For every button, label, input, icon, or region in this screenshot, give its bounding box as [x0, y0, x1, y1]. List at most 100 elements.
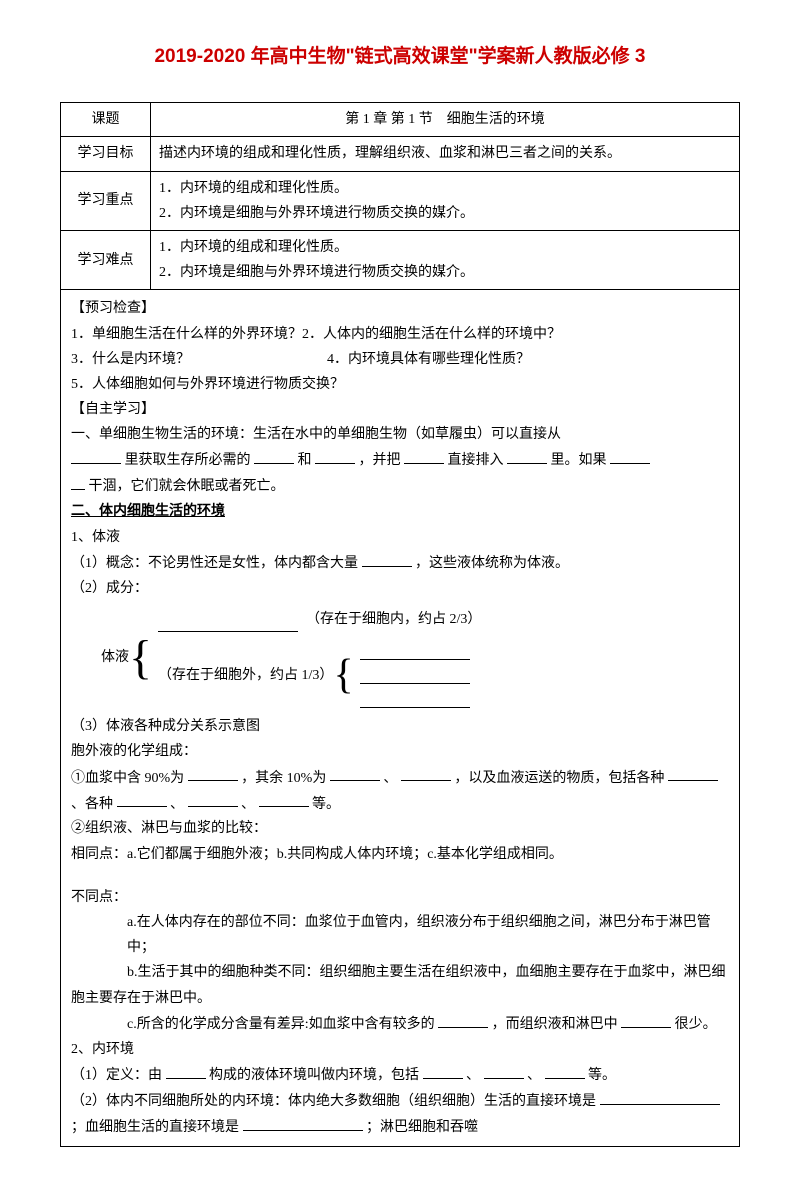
p1a: （1）概念：不论男性还是女性，体内都含大量 ，这些液体统称为体液。	[71, 550, 729, 576]
p1: 1、体液	[71, 525, 729, 550]
p2: 2、内环境	[71, 1037, 729, 1062]
preview-q3: 3．什么是内环境？	[71, 352, 190, 367]
c1-mid3: ，以及血液运送的物质，包括各种	[454, 770, 664, 785]
s1-mid3: ，并把	[359, 453, 401, 468]
s1-mid5: 里。如果	[551, 453, 607, 468]
p1b: （2）成分：	[71, 576, 729, 601]
preview-q5: 5．人体细胞如何与外界环境进行物质交换？	[71, 372, 729, 397]
blank	[166, 1062, 206, 1079]
dc-pre: c.所含的化学成分含量有差异:如血浆中含有较多的	[127, 1017, 435, 1032]
blank	[610, 447, 650, 464]
diff-label: 学习难点	[61, 230, 151, 289]
p1a-post: ，这些液体统称为体液。	[415, 556, 569, 571]
p2a-mid2: 、	[466, 1068, 480, 1083]
blank	[117, 791, 167, 808]
topic-value: 第 1 章 第 1 节 细胞生活的环境	[151, 103, 740, 137]
diff-c: c.所含的化学成分含量有差异:如血浆中含有较多的 ，而组织液和淋巴中 很少。	[71, 1011, 729, 1037]
blank	[423, 1062, 463, 1079]
s1-mid2: 和	[298, 453, 312, 468]
blank-line	[158, 614, 298, 632]
p2a: （1）定义：由 构成的液体环境叫做内环境，包括 、 、 等。	[71, 1062, 729, 1088]
s1-pre: 一、单细胞生物生活的环境：生活在水中的单细胞生物（如草履虫）可以直接从	[71, 427, 561, 442]
lesson-table: 课题 第 1 章 第 1 节 细胞生活的环境 学习目标 描述内环境的组成和理化性…	[60, 102, 740, 1147]
blank	[71, 473, 85, 490]
p2b-mid1: ；血细胞生活的直接环境是	[71, 1120, 239, 1135]
blank	[438, 1011, 488, 1028]
p1c: （3）体液各种成分关系示意图	[71, 714, 729, 739]
main-content: 【预习检查】 1．单细胞生活在什么样的外界环境？2．人体内的细胞生活在什么样的环…	[61, 290, 740, 1147]
focus-value: 1．内环境的组成和理化性质。 2．内环境是细胞与外界环境进行物质交换的媒介。	[151, 171, 740, 230]
c1-mid6: 、	[241, 796, 255, 811]
preview-heading: 【预习检查】	[71, 296, 729, 321]
p2b: （2）体内不同细胞所处的内环境：体内绝大多数细胞（组织细胞）生活的直接环境是 ；…	[71, 1088, 729, 1140]
preview-q34: 3．什么是内环境？ 4．内环境具体有哪些理化性质？	[71, 347, 729, 372]
c2: ②组织液、淋巴与血浆的比较：	[71, 816, 729, 841]
blank	[243, 1114, 363, 1131]
brace-diagram: 体液 { （存在于细胞内，约占 2/3） （存在于细胞外，约占 1/3） {	[101, 607, 729, 708]
self-heading: 【自主学习】	[71, 397, 729, 422]
preview-q1: 1．单细胞生活在什么样的外界环境？2．人体内的细胞生活在什么样的环境中？	[71, 322, 729, 347]
blank	[600, 1088, 720, 1105]
diff-value: 1．内环境的组成和理化性质。 2．内环境是细胞与外界环境进行物质交换的媒介。	[151, 230, 740, 289]
diff-1: 1．内环境的组成和理化性质。	[159, 235, 731, 260]
blank-line	[360, 690, 470, 708]
blank	[621, 1011, 671, 1028]
blank	[188, 765, 238, 782]
focus-2: 2．内环境是细胞与外界环境进行物质交换的媒介。	[159, 201, 731, 226]
blank	[545, 1062, 585, 1079]
p1a-pre: （1）概念：不论男性还是女性，体内都含大量	[71, 556, 358, 571]
blank	[254, 447, 294, 464]
blank	[71, 447, 121, 464]
blank	[404, 447, 444, 464]
c1-pre: ①血浆中含 90%为	[71, 770, 184, 785]
c1-mid2: 、	[383, 770, 397, 785]
dc-mid: ，而组织液和淋巴中	[492, 1017, 618, 1032]
blank	[330, 765, 380, 782]
blank	[507, 447, 547, 464]
p2a-mid3: 、	[527, 1068, 541, 1083]
p2b-mid2: ；淋巴细胞和吞噬	[366, 1120, 478, 1135]
diff-a: a.在人体内存在的部位不同：血浆位于血管内，组织液分布于组织细胞之间，淋巴分布于…	[71, 910, 729, 960]
note1: （存在于细胞内，约占 2/3）	[306, 607, 481, 632]
topic-label: 课题	[61, 103, 151, 137]
blank	[315, 447, 355, 464]
c1-mid4: 、各种	[71, 796, 113, 811]
c1: ①血浆中含 90%为 ，其余 10%为 、 ，以及血液运送的物质，包括各种 、各…	[71, 765, 729, 817]
preview-q4: 4．内环境具体有哪些理化性质？	[327, 352, 530, 367]
focus-label: 学习重点	[61, 171, 151, 230]
blank	[362, 550, 412, 567]
section2-heading: 二、体内细胞生活的环境	[71, 499, 729, 524]
tiye-label: 体液	[101, 645, 129, 670]
focus-1: 1．内环境的组成和理化性质。	[159, 176, 731, 201]
blank-line	[360, 666, 470, 684]
page-title: 2019-2020 年高中生物"链式高效课堂"学案新人教版必修 3	[60, 40, 740, 74]
goal-value: 描述内环境的组成和理化性质，理解组织液、血浆和淋巴三者之间的关系。	[151, 137, 740, 171]
dc-end: 很少。	[675, 1017, 717, 1032]
s1-mid4: 直接排入	[448, 453, 504, 468]
diff-b: b.生活于其中的细胞种类不同：组织细胞主要生活在组织液中，血细胞主要存在于血浆中…	[71, 960, 729, 1010]
note2: （存在于细胞外，约占 1/3）	[158, 663, 333, 688]
c1-mid7: 等。	[312, 796, 340, 811]
c1-mid1: ，其余 10%为	[241, 770, 326, 785]
blank-line	[360, 642, 470, 660]
p2a-mid1: 构成的液体环境叫做内环境，包括	[209, 1068, 419, 1083]
self-s1: 一、单细胞生物生活的环境：生活在水中的单细胞生物（如草履虫）可以直接从 里获取生…	[71, 422, 729, 499]
s1-end: 干涸，它们就会休眠或者死亡。	[89, 479, 285, 494]
blank	[259, 791, 309, 808]
comp-head: 胞外液的化学组成：	[71, 739, 729, 764]
brace-icon: {	[333, 651, 353, 699]
goal-label: 学习目标	[61, 137, 151, 171]
blank	[401, 765, 451, 782]
blank	[668, 765, 718, 782]
p2a-end: 等。	[588, 1068, 616, 1083]
p2b-pre: （2）体内不同细胞所处的内环境：体内绝大多数细胞（组织细胞）生活的直接环境是	[71, 1094, 596, 1109]
p2a-pre: （1）定义：由	[71, 1068, 162, 1083]
same: 相同点：a.它们都属于细胞外液；b.共同构成人体内环境；c.基本化学组成相同。	[71, 842, 729, 867]
s1-mid1: 里获取生存所必需的	[125, 453, 251, 468]
c1-mid5: 、	[170, 796, 184, 811]
brace-icon: {	[129, 634, 152, 682]
blank	[484, 1062, 524, 1079]
diff-head: 不同点：	[71, 885, 729, 910]
blank	[188, 791, 238, 808]
diff-2: 2．内环境是细胞与外界环境进行物质交换的媒介。	[159, 260, 731, 285]
